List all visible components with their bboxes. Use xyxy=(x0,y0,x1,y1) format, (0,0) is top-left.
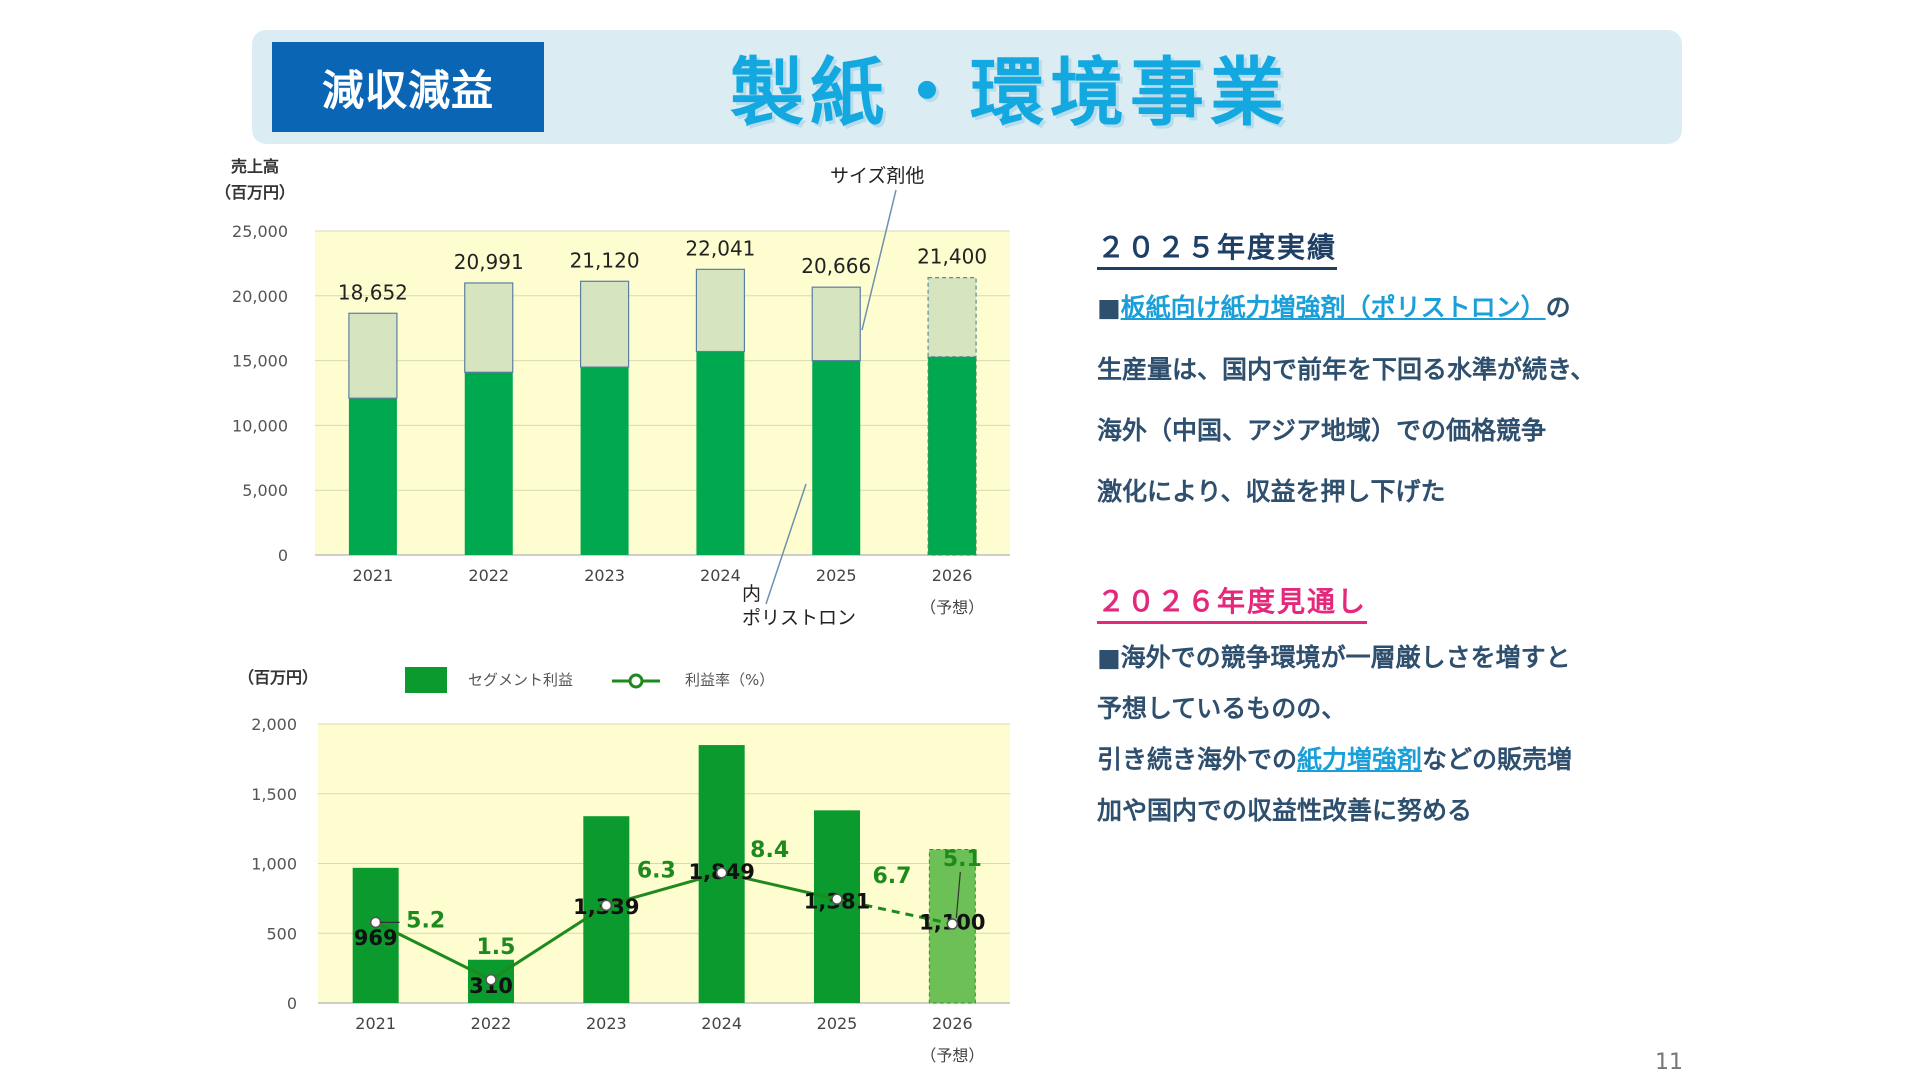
forecast-line-1: ■海外での競争環境が一層厳しさを増すと xyxy=(1097,643,1571,672)
profit-bar xyxy=(928,849,976,1004)
bar-polystron xyxy=(927,356,977,556)
bar-size-other xyxy=(695,268,746,353)
profit-bar xyxy=(352,867,399,1003)
sales-category-label: 2026 xyxy=(932,566,973,585)
profit-ytick-label: 1,000 xyxy=(251,855,297,874)
sales-forecast-label: （予想） xyxy=(920,598,984,617)
sales-total-label: 20,991 xyxy=(454,250,524,274)
profit-category-label: 2022 xyxy=(471,1014,512,1033)
q3-suffix: などの販売増 xyxy=(1422,745,1573,774)
callout-polystron: ポリストロン xyxy=(742,607,856,629)
profit-category-label: 2024 xyxy=(701,1014,742,1033)
profit-ytick-label: 2,000 xyxy=(251,715,297,734)
profit-plot-area: 2,000 1,500 1,000 500 0 2021 2022 2023 2024 2025 2… xyxy=(251,715,1010,1065)
bar-polystron xyxy=(348,398,397,555)
link-polystron[interactable]: 板紙向け紙力増強剤（ポリストロン） xyxy=(1120,293,1546,322)
margin-label: 5.1 xyxy=(943,847,982,872)
profit-ytick-label: 500 xyxy=(266,924,297,943)
sales-ytick-label: 25,000 xyxy=(232,222,288,241)
callout-size-other: サイズ剤他 xyxy=(830,165,924,187)
status-badge: 減収減益 xyxy=(272,42,544,132)
sales-total-label: 18,652 xyxy=(338,280,408,304)
margin-marker xyxy=(946,918,959,930)
paragraph-line-3: 海外（中国、アジア地域）での価格競争 xyxy=(1097,416,1547,445)
paragraph-line-4: 激化により、収益を押し下げた xyxy=(1097,477,1446,506)
legend-bar-swatch xyxy=(405,667,447,693)
bar-size-other xyxy=(811,286,861,362)
profit-forecast-label: （予想） xyxy=(920,1046,984,1065)
sales-category-label: 2021 xyxy=(353,566,394,585)
sales-category-label: 2024 xyxy=(700,566,741,585)
sales-ylabel-line2: （百万円） xyxy=(215,183,295,202)
bar-size-other xyxy=(579,280,630,368)
bar-polystron xyxy=(812,360,861,555)
profit-ytick-label: 0 xyxy=(287,994,297,1013)
link-paper-strength-agent[interactable]: 紙力増強剤 xyxy=(1297,745,1423,774)
forecast-line-4: 加や国内での収益性改善に努める xyxy=(1097,796,1473,825)
sales-ytick-label: 10,000 xyxy=(232,416,288,435)
profit-value-label: 969 xyxy=(354,926,398,950)
sales-ytick-label: 0 xyxy=(278,546,288,565)
bar-size-other xyxy=(464,282,514,373)
forecast-line-3: 引き続き海外での紙力増強剤などの販売増 xyxy=(1097,740,1572,776)
callout-size-other-line xyxy=(861,189,897,331)
bar-polystron xyxy=(696,351,745,555)
profit-category-label: 2021 xyxy=(355,1014,396,1033)
sales-ylabel-line1: 売上高 xyxy=(231,157,279,176)
profit-ylabel: （百万円） xyxy=(238,668,318,687)
paragraph-line-2: 生産量は、国内で前年を下回る水準が続き、 xyxy=(1097,355,1596,384)
sales-category-label: 2023 xyxy=(584,566,625,585)
margin-marker xyxy=(831,893,843,905)
heading-2025-actual: ２０２５年度実績 xyxy=(1097,226,1338,270)
sales-total-label: 21,120 xyxy=(570,248,640,272)
callout-polystron-line xyxy=(765,483,807,605)
profit-category-label: 2025 xyxy=(817,1014,858,1033)
bar-polystron xyxy=(580,367,629,555)
paragraph-line-1: ■板紙向け紙力増強剤（ポリストロン）の xyxy=(1097,288,1571,324)
page-title: 製紙・環境事業 xyxy=(730,49,1290,136)
sales-ytick-label: 5,000 xyxy=(242,481,288,500)
legend-bar-label: セグメント利益 xyxy=(468,671,573,689)
margin-leader-line xyxy=(955,871,961,919)
sales-ytick-label: 20,000 xyxy=(232,287,288,306)
page-number: 11 xyxy=(1655,1050,1683,1075)
margin-line-forecast xyxy=(836,897,953,926)
heading-2026-forecast: ２０２６年度見通し xyxy=(1097,580,1368,624)
margin-label: 8.4 xyxy=(750,838,789,863)
sales-plot-bg xyxy=(315,231,1010,555)
sales-category-label: 2022 xyxy=(468,566,509,585)
profit-ytick-label: 1,500 xyxy=(251,785,297,804)
bullet: ■ xyxy=(1097,293,1121,322)
forecast-line-2: 予想しているものの、 xyxy=(1097,694,1347,723)
margin-marker xyxy=(369,916,382,929)
sales-ytick-label: 15,000 xyxy=(232,352,288,371)
bar-size-other xyxy=(927,277,977,358)
sales-category-label: 2025 xyxy=(816,566,857,585)
bar-size-other xyxy=(348,312,398,399)
margin-marker xyxy=(485,974,497,986)
sales-total-label: 21,400 xyxy=(917,245,987,269)
sales-total-label: 22,041 xyxy=(685,236,755,260)
profit-bar xyxy=(814,810,860,1003)
p1-suffix: の xyxy=(1545,293,1571,322)
margin-label: 6.7 xyxy=(873,864,912,889)
margin-label: 1.5 xyxy=(477,935,516,960)
profit-category-label: 2023 xyxy=(586,1014,627,1033)
profit-category-label: 2026 xyxy=(932,1014,973,1033)
margin-label: 6.3 xyxy=(637,858,676,883)
callout-inner: 内 xyxy=(742,583,761,605)
legend-line-marker xyxy=(628,673,644,689)
sales-total-label: 20,666 xyxy=(801,254,871,278)
margin-label: 5.2 xyxy=(406,908,445,933)
margin-marker xyxy=(600,899,613,912)
legend-line-label: 利益率（%） xyxy=(685,671,774,689)
sales-plot-area: 25,000 20,000 15,000 10,000 5,000 0 18,652 2021… xyxy=(232,222,1010,617)
bar-polystron xyxy=(464,372,513,555)
margin-marker xyxy=(715,867,728,879)
q3-prefix: 引き続き海外での xyxy=(1097,745,1298,774)
